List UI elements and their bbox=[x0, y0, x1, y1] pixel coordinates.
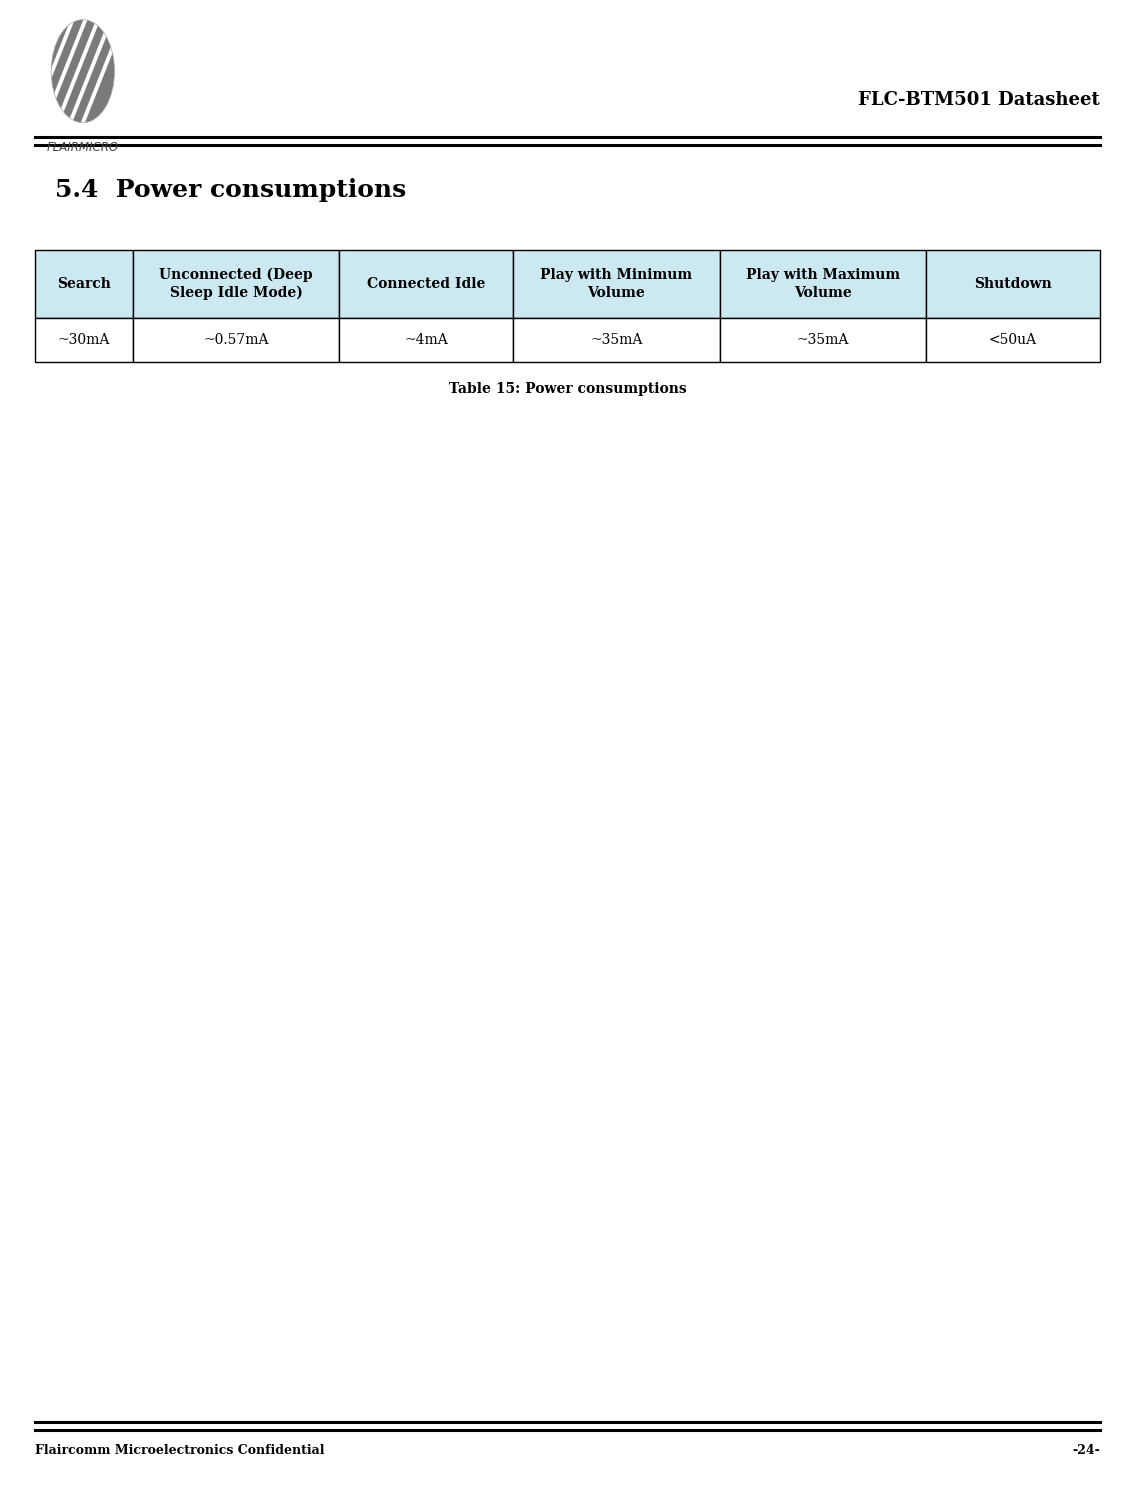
Bar bbox=[133, 251, 339, 318]
Text: 5.4  Power consumptions: 5.4 Power consumptions bbox=[54, 178, 406, 203]
Text: FLC-BTM501 Datasheet: FLC-BTM501 Datasheet bbox=[858, 92, 1100, 110]
Text: Play with Minimum
Volume: Play with Minimum Volume bbox=[540, 268, 692, 300]
Text: ~35mA: ~35mA bbox=[590, 333, 642, 346]
Bar bbox=[513, 251, 720, 318]
Bar bbox=[339, 251, 513, 318]
Text: Shutdown: Shutdown bbox=[974, 278, 1052, 291]
Text: <50uA: <50uA bbox=[989, 333, 1037, 346]
Text: Search: Search bbox=[57, 278, 111, 291]
Bar bbox=[133, 318, 339, 362]
Bar bbox=[926, 318, 1100, 362]
Text: ~30mA: ~30mA bbox=[58, 333, 110, 346]
Text: Connected Idle: Connected Idle bbox=[367, 278, 486, 291]
Text: ~0.57mA: ~0.57mA bbox=[203, 333, 269, 346]
Text: Play with Maximum
Volume: Play with Maximum Volume bbox=[746, 268, 900, 300]
Bar bbox=[339, 318, 513, 362]
Text: Table 15: Power consumptions: Table 15: Power consumptions bbox=[448, 382, 687, 396]
Bar bbox=[35, 251, 133, 318]
Text: ~4mA: ~4mA bbox=[404, 333, 448, 346]
Bar bbox=[35, 318, 133, 362]
Text: Unconnected (Deep
Sleep Idle Mode): Unconnected (Deep Sleep Idle Mode) bbox=[159, 268, 313, 300]
Bar bbox=[926, 251, 1100, 318]
Text: -24-: -24- bbox=[1073, 1443, 1100, 1456]
Bar bbox=[720, 318, 926, 362]
Ellipse shape bbox=[51, 20, 115, 123]
Bar bbox=[720, 251, 926, 318]
Text: ~35mA: ~35mA bbox=[797, 333, 849, 346]
Bar bbox=[513, 318, 720, 362]
Text: Flaircomm Microelectronics Confidential: Flaircomm Microelectronics Confidential bbox=[35, 1443, 325, 1456]
Text: FLAIRMICRO: FLAIRMICRO bbox=[47, 141, 119, 154]
